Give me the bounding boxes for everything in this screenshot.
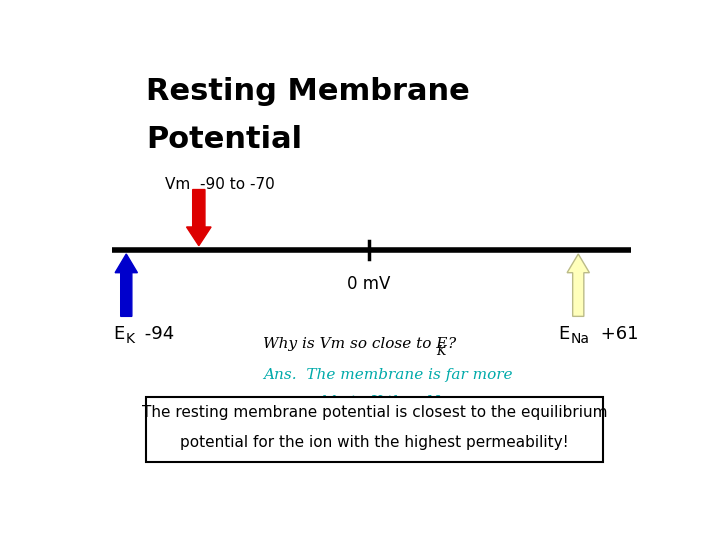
Text: Potential: Potential <box>145 125 302 154</box>
Text: ?: ? <box>447 337 455 351</box>
FancyArrow shape <box>186 190 211 246</box>
Text: Na: Na <box>571 332 590 346</box>
Text: +61: +61 <box>595 325 639 343</box>
FancyArrow shape <box>115 254 138 316</box>
Bar <box>145 397 603 462</box>
Text: Vm  -90 to -70: Vm -90 to -70 <box>166 177 275 192</box>
Text: K: K <box>436 345 446 357</box>
Text: permeable to K than Na..: permeable to K than Na.. <box>263 395 459 409</box>
FancyArrow shape <box>567 254 590 316</box>
Text: Why is Vm so close to E: Why is Vm so close to E <box>263 337 447 351</box>
Text: E: E <box>114 325 125 343</box>
Text: The resting membrane potential is closest to the equilibrium: The resting membrane potential is closes… <box>142 405 608 420</box>
Text: potential for the ion with the highest permeability!: potential for the ion with the highest p… <box>180 435 569 450</box>
Text: 0 mV: 0 mV <box>347 275 391 293</box>
Text: Resting Membrane: Resting Membrane <box>145 77 469 106</box>
Text: E: E <box>559 325 570 343</box>
Text: Ans.  The membrane is far more: Ans. The membrane is far more <box>263 368 513 382</box>
Text: K: K <box>126 332 135 346</box>
Text: -94: -94 <box>138 325 174 343</box>
